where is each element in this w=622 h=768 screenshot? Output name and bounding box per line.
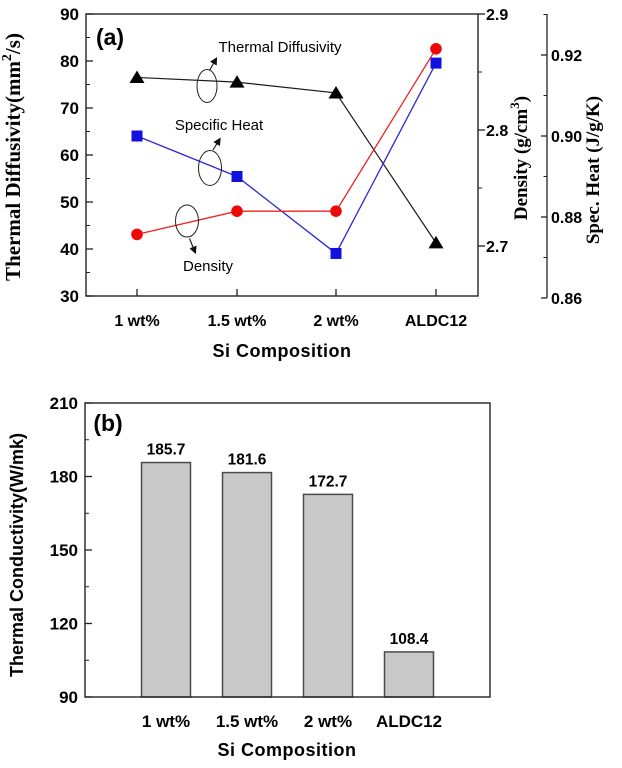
spec-heat-axis-title: Spec. Heat (J/g/K): [583, 96, 604, 244]
density-ellipse: [175, 204, 199, 238]
y-left-tick-label: 50: [60, 193, 79, 212]
x-tick-label-a: ALDC12: [405, 313, 467, 330]
x-tick-label-b: ALDC12: [376, 712, 442, 731]
bar-value-label: 108.4: [390, 631, 429, 648]
y-tick-label-b: 210: [50, 394, 78, 413]
axis-title-text: Thermal Diffusivity(mm: [1, 61, 25, 281]
specific-heat-point: [330, 247, 342, 259]
panel-a: 90 80 70 60 50 40 30 1 wt% 1.5 wt% 2 wt% ALDC12 2.9…: [0, 5, 604, 361]
density-point: [330, 205, 342, 217]
y-left-tick-label: 80: [60, 52, 79, 71]
panel-a-label: (a): [96, 24, 124, 50]
bar-value-label: 185.7: [147, 442, 186, 459]
diffusivity-point: [229, 75, 245, 88]
y-left-axis-title: Thermal Diffusivity(mm2/s): [0, 33, 25, 281]
y-tick-label-b: 150: [50, 541, 78, 560]
annotation-specific-heat: Specific Heat: [175, 117, 264, 134]
bar-0: [140, 461, 192, 698]
density-tick-label: 2.9: [486, 7, 508, 24]
panel-a-frame: [85, 13, 479, 297]
y-tick-label-b: 120: [50, 615, 78, 634]
y-tick-label-b: 90: [59, 688, 78, 707]
bar-value-label: 181.6: [228, 452, 267, 469]
bar-2: [302, 493, 354, 698]
annotation-thermal-diffusivity: Thermal Diffusivity: [218, 39, 342, 56]
specific-heat-ellipse: [198, 150, 222, 186]
x-tick-label-b: 1.5 wt%: [216, 712, 278, 731]
diffusivity-point: [428, 235, 444, 249]
y-left-tick-label: 90: [60, 5, 79, 24]
specific-heat-line: [136, 62, 437, 255]
density-line: [136, 48, 437, 236]
x-tick-label-b: 1 wt%: [142, 712, 190, 731]
y-axis-title-b: Thermal Conductivity(W/mk): [7, 433, 27, 677]
annotation-density: Density: [183, 258, 234, 275]
panel-b-label: (b): [93, 410, 122, 436]
spec-heat-tick-label: 0.88: [551, 210, 582, 227]
panel-b: 185.7 181.6 172.7 108.4 210 180 150 120 90 1 wt% 1…: [7, 394, 491, 760]
specific-heat-point: [131, 130, 143, 142]
axis-title-text: ): [511, 96, 532, 102]
y-tick-label-b: 180: [50, 468, 78, 487]
specific-heat-arrow: [212, 137, 221, 151]
x-axis-title-a: Si Composition: [213, 341, 352, 361]
diffusivity-point: [328, 85, 344, 99]
y-left-tick-label: 60: [60, 146, 79, 165]
y-left-tick-label: 40: [60, 240, 79, 259]
diffusivity-line: [136, 76, 437, 244]
axis-title-superscript: 3: [507, 102, 522, 109]
bar-3: [383, 651, 435, 698]
y-left-tick-label: 70: [60, 99, 79, 118]
x-tick-label-a: 1.5 wt%: [208, 313, 267, 330]
axis-title-text: /s): [1, 33, 25, 55]
x-tick-label-a: 2 wt%: [313, 313, 358, 330]
spec-heat-tick-label: 0.92: [551, 48, 582, 65]
diffusivity-point: [129, 70, 145, 83]
x-tick-label-a: 1 wt%: [114, 313, 159, 330]
axis-title-superscript: 2: [0, 54, 15, 61]
density-point: [131, 228, 143, 241]
density-arrow: [188, 238, 197, 255]
density-tick-label: 2.7: [486, 239, 508, 256]
diffusivity-arrow: [209, 56, 218, 71]
spec-heat-tick-label: 0.90: [551, 129, 582, 146]
y-left-tick-label: 30: [60, 287, 79, 306]
diffusivity-ellipse: [196, 69, 218, 103]
x-axis-title-b: Si Composition: [218, 740, 357, 760]
specific-heat-point: [430, 57, 442, 69]
density-point: [430, 43, 442, 55]
specific-heat-point: [231, 171, 243, 182]
density-tick-label: 2.8: [486, 123, 508, 140]
x-tick-label-b: 2 wt%: [304, 712, 352, 731]
density-point: [231, 205, 243, 217]
bar-1: [221, 471, 273, 698]
spec-heat-tick-label: 0.86: [551, 291, 582, 308]
bar-value-label: 172.7: [309, 473, 348, 490]
density-axis-title: Density (g/cm3): [507, 96, 532, 220]
axis-title-text: Density (g/cm: [511, 109, 532, 221]
